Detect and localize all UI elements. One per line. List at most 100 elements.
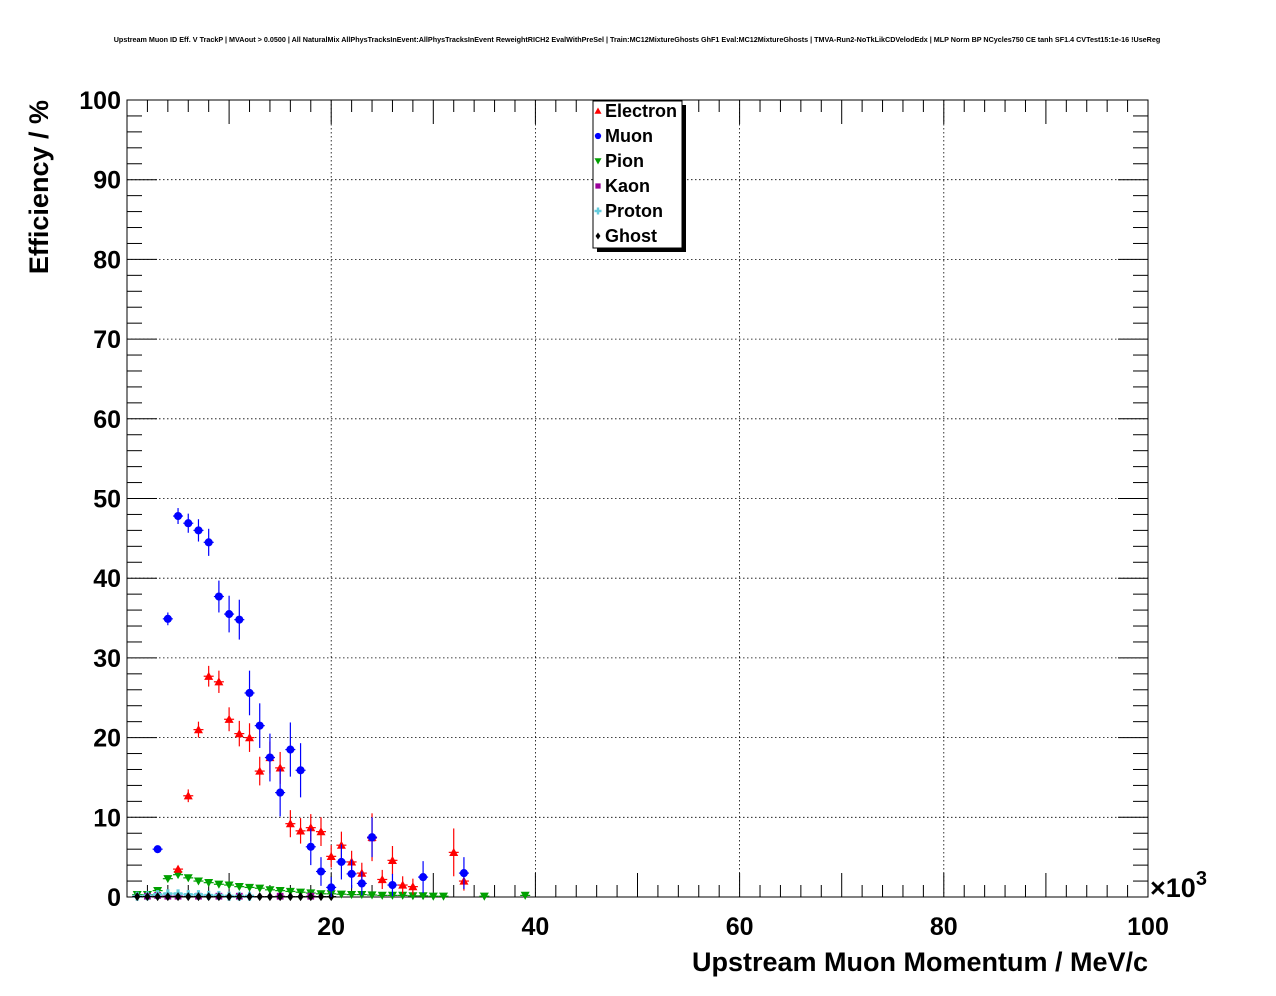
data-point-muon bbox=[203, 528, 214, 556]
y-tick-label: 0 bbox=[107, 884, 121, 912]
data-point-pion bbox=[397, 891, 408, 900]
data-point-ghost bbox=[305, 892, 316, 902]
point-marker bbox=[224, 881, 234, 890]
legend-label: Proton bbox=[605, 201, 663, 221]
point-marker bbox=[307, 892, 314, 902]
x-axis-title: Upstream Muon Momentum / MeV/c bbox=[692, 947, 1148, 977]
y-axis-title: Efficiency / % bbox=[24, 100, 54, 274]
point-marker bbox=[419, 873, 428, 882]
point-marker bbox=[163, 614, 172, 623]
point-marker bbox=[327, 883, 336, 892]
y-tick-label: 40 bbox=[93, 565, 121, 593]
legend-entry-pion: Pion bbox=[594, 151, 644, 171]
legend-entry-muon: Muon bbox=[594, 126, 653, 146]
x-axis-multiplier: ×103 bbox=[1150, 868, 1207, 903]
point-marker bbox=[459, 869, 468, 878]
data-point-electron bbox=[315, 817, 326, 846]
point-marker bbox=[236, 892, 243, 902]
x-tick-label: 80 bbox=[930, 913, 958, 941]
point-marker bbox=[296, 766, 305, 775]
data-point-electron bbox=[377, 869, 388, 890]
data-point-muon bbox=[224, 595, 235, 633]
point-marker bbox=[594, 132, 602, 140]
point-marker bbox=[326, 851, 336, 860]
point-marker bbox=[255, 766, 265, 775]
point-marker bbox=[439, 892, 449, 901]
point-marker bbox=[204, 671, 214, 680]
point-marker bbox=[235, 615, 244, 624]
data-point-electron bbox=[326, 845, 337, 868]
y-tick-label: 80 bbox=[93, 246, 121, 274]
data-point-muon bbox=[305, 828, 316, 866]
point-marker bbox=[224, 714, 234, 723]
x-tick-label: 20 bbox=[317, 913, 345, 941]
point-marker bbox=[408, 892, 418, 901]
y-tick-label: 100 bbox=[79, 87, 121, 115]
y-tick-label: 70 bbox=[93, 326, 121, 354]
point-marker bbox=[245, 688, 254, 698]
data-point-pion bbox=[203, 879, 214, 888]
data-point-muon bbox=[315, 857, 326, 886]
data-point-pion bbox=[173, 871, 184, 880]
data-point-ghost bbox=[132, 892, 143, 902]
data-point-electron bbox=[285, 810, 296, 838]
point-marker bbox=[205, 892, 212, 902]
data-point-pion bbox=[264, 886, 275, 895]
data-point-pion bbox=[377, 891, 388, 900]
data-point-muon bbox=[254, 703, 265, 748]
data-point-ghost bbox=[173, 892, 184, 902]
data-point-electron bbox=[254, 756, 265, 786]
point-marker bbox=[367, 891, 377, 900]
data-point-electron bbox=[244, 723, 255, 752]
data-point-pion bbox=[346, 891, 357, 900]
point-marker bbox=[183, 874, 193, 883]
point-marker bbox=[398, 891, 408, 900]
data-point-muon bbox=[336, 844, 347, 880]
point-marker bbox=[173, 871, 183, 880]
point-marker bbox=[153, 845, 162, 854]
data-point-pion bbox=[234, 883, 245, 892]
point-marker bbox=[296, 826, 306, 835]
point-marker bbox=[337, 857, 346, 866]
point-marker bbox=[297, 892, 304, 902]
x-tick-label: 100 bbox=[1127, 913, 1169, 941]
y-tick-label: 10 bbox=[93, 804, 121, 832]
data-point-ghost bbox=[142, 892, 153, 902]
x-tick-label: 60 bbox=[726, 913, 754, 941]
point-marker bbox=[347, 891, 357, 900]
data-point-pion bbox=[520, 891, 531, 900]
point-marker bbox=[246, 892, 253, 902]
point-marker bbox=[285, 887, 295, 896]
point-marker bbox=[204, 879, 214, 888]
data-point-ghost bbox=[162, 892, 173, 902]
data-point-muon bbox=[458, 857, 469, 890]
point-marker bbox=[204, 538, 213, 547]
point-marker bbox=[173, 864, 183, 873]
data-point-muon bbox=[418, 861, 429, 894]
point-marker bbox=[245, 883, 255, 892]
point-marker bbox=[387, 855, 397, 864]
point-marker bbox=[194, 526, 203, 535]
point-marker bbox=[234, 729, 244, 738]
point-marker bbox=[185, 892, 192, 902]
data-point-muon bbox=[367, 817, 378, 858]
point-marker bbox=[276, 788, 285, 797]
point-marker bbox=[174, 511, 183, 521]
point-marker bbox=[275, 763, 285, 772]
point-marker bbox=[408, 882, 418, 891]
legend-entry-kaon: Kaon bbox=[595, 176, 650, 196]
data-point-electron bbox=[234, 720, 245, 747]
data-point-muon bbox=[183, 513, 194, 533]
x-multiplier-base: ×10 bbox=[1150, 873, 1196, 903]
data-point-ghost bbox=[183, 892, 194, 902]
point-marker bbox=[214, 677, 224, 686]
data-point-muon bbox=[162, 612, 173, 626]
point-marker bbox=[449, 847, 459, 856]
data-point-pion bbox=[254, 884, 265, 893]
point-marker bbox=[287, 892, 294, 902]
point-marker bbox=[277, 892, 284, 902]
series-muon bbox=[152, 508, 469, 897]
point-marker bbox=[164, 892, 171, 902]
x-tick-label: 40 bbox=[521, 913, 549, 941]
data-point-ghost bbox=[152, 892, 163, 902]
